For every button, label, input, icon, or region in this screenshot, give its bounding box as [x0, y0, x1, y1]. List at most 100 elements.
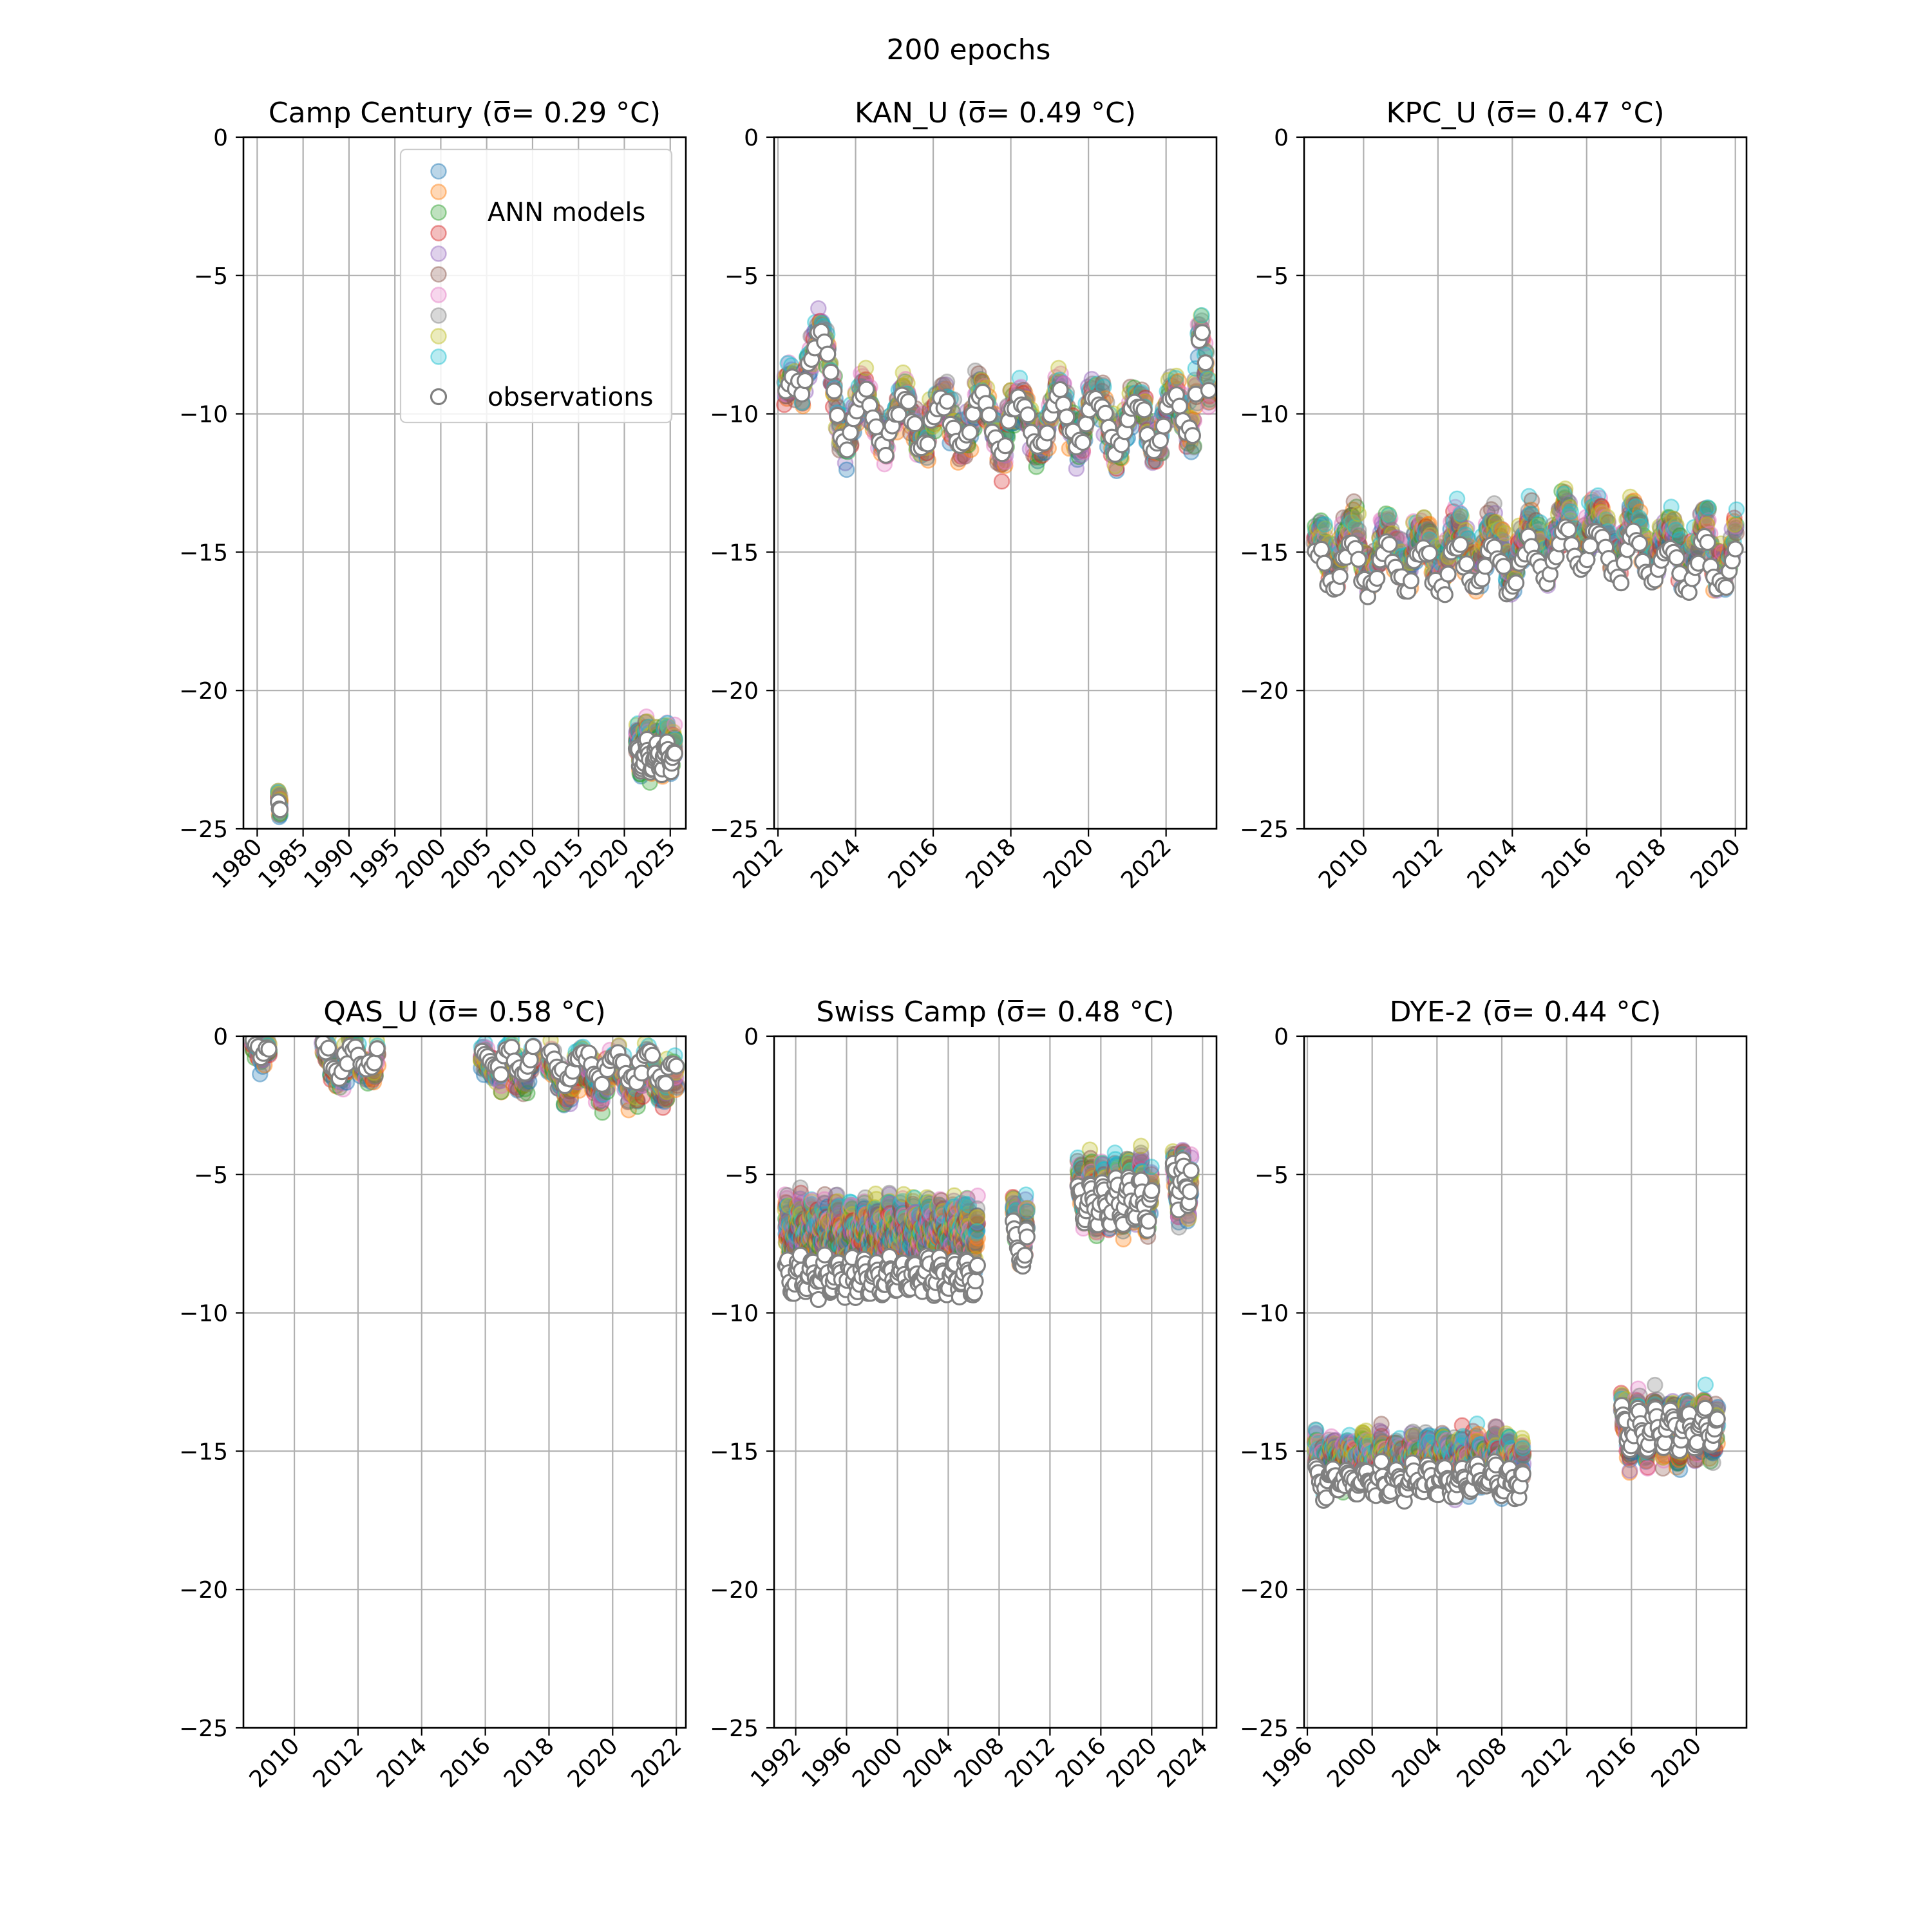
model-point — [1522, 506, 1539, 522]
observation-point — [1680, 583, 1698, 601]
model-point — [647, 719, 665, 735]
model-point — [1317, 520, 1334, 537]
observation-point — [271, 801, 289, 819]
x-tick-label: 2020 — [1685, 833, 1746, 894]
model-point — [1593, 498, 1610, 515]
x-tick-label: 2005 — [437, 833, 497, 894]
model-point — [1588, 504, 1605, 521]
observation-point — [1613, 574, 1630, 592]
model-point — [1417, 521, 1434, 538]
observation-point — [890, 406, 907, 423]
observation-point — [522, 1051, 539, 1069]
observation-point — [260, 1041, 278, 1058]
observation-point — [1631, 535, 1649, 552]
model-point — [949, 454, 967, 471]
model-point — [897, 371, 914, 388]
observation-point — [668, 1057, 685, 1075]
model-point — [1343, 507, 1359, 524]
model-point — [1491, 520, 1508, 537]
x-tick-label: 2010 — [1314, 833, 1374, 894]
model-point — [1378, 505, 1394, 522]
model-point — [1479, 518, 1496, 536]
model-point — [639, 713, 656, 730]
model-point — [1452, 504, 1469, 522]
model-point — [1411, 516, 1428, 533]
model-point — [1308, 520, 1325, 536]
model-point — [1589, 501, 1607, 518]
model-point — [1520, 507, 1537, 525]
model-point — [1452, 516, 1470, 533]
model-point — [1450, 515, 1466, 532]
model-point — [1133, 381, 1150, 398]
model-point — [1555, 496, 1572, 513]
model-point — [1595, 509, 1612, 526]
model-point — [1419, 516, 1436, 533]
model-point — [1519, 510, 1536, 527]
model-point — [1312, 516, 1330, 533]
observation-point — [1402, 572, 1420, 590]
model-point — [1520, 502, 1537, 520]
observation-point — [1578, 551, 1596, 569]
y-tick-label: 0 — [213, 1024, 228, 1050]
model-point — [1594, 500, 1611, 517]
model-point — [1561, 499, 1578, 516]
model-point — [1494, 521, 1511, 538]
model-point — [857, 359, 875, 377]
model-point — [1011, 370, 1028, 386]
model-point — [1448, 490, 1466, 507]
x-tick-label: 2018 — [961, 833, 1021, 894]
model-point — [1417, 518, 1434, 535]
observation-point — [1052, 381, 1069, 399]
model-point — [630, 715, 647, 732]
observation-point — [1171, 397, 1188, 415]
model-point — [1380, 506, 1397, 523]
observation-point — [1727, 540, 1744, 558]
model-point — [1589, 498, 1606, 515]
observation-point — [503, 1039, 520, 1056]
model-point — [1418, 524, 1435, 541]
observation-point — [1039, 424, 1056, 442]
model-point — [1596, 509, 1614, 526]
model-point — [1415, 520, 1432, 536]
model-point — [1312, 520, 1329, 538]
panel-title: KAN_U (σ̅= 0.49 °C) — [855, 97, 1136, 129]
model-point — [1486, 504, 1503, 522]
observation-point — [524, 1038, 542, 1056]
model-point — [1478, 518, 1495, 536]
model-point — [1422, 526, 1439, 544]
model-point — [1489, 523, 1506, 540]
x-tick-label: 2016 — [435, 1732, 496, 1793]
model-point — [1481, 514, 1498, 531]
model-point — [1108, 462, 1125, 480]
model-point — [1600, 514, 1617, 531]
model-point — [1311, 514, 1328, 531]
panel-title: QAS_U (σ̅= 0.58 °C) — [323, 996, 606, 1028]
model-point — [810, 300, 827, 317]
model-point — [1333, 521, 1350, 538]
model-point — [628, 717, 645, 734]
model-point — [1416, 509, 1432, 526]
model-point — [1335, 509, 1352, 526]
y-tick-label: −5 — [1255, 263, 1289, 290]
model-point — [1482, 501, 1500, 518]
observation-point — [368, 1040, 386, 1057]
model-point — [1523, 506, 1540, 523]
model-point — [1340, 515, 1357, 533]
model-point — [1167, 370, 1184, 386]
model-point — [853, 365, 869, 382]
model-point — [1580, 494, 1598, 511]
y-tick-label: −20 — [179, 678, 228, 705]
model-point — [1412, 512, 1430, 529]
observation-point — [1421, 544, 1438, 562]
scatter-points — [270, 708, 684, 826]
model-point — [655, 717, 672, 734]
model-point — [1490, 521, 1507, 538]
model-point — [1486, 513, 1502, 531]
model-point — [1588, 499, 1605, 516]
model-point — [1484, 513, 1501, 530]
y-tick-label: 0 — [1274, 125, 1289, 151]
grid — [774, 1035, 1217, 1729]
y-tick-label: −10 — [710, 402, 759, 428]
x-tick-label: 2022 — [627, 1732, 687, 1793]
model-point — [1556, 499, 1573, 516]
